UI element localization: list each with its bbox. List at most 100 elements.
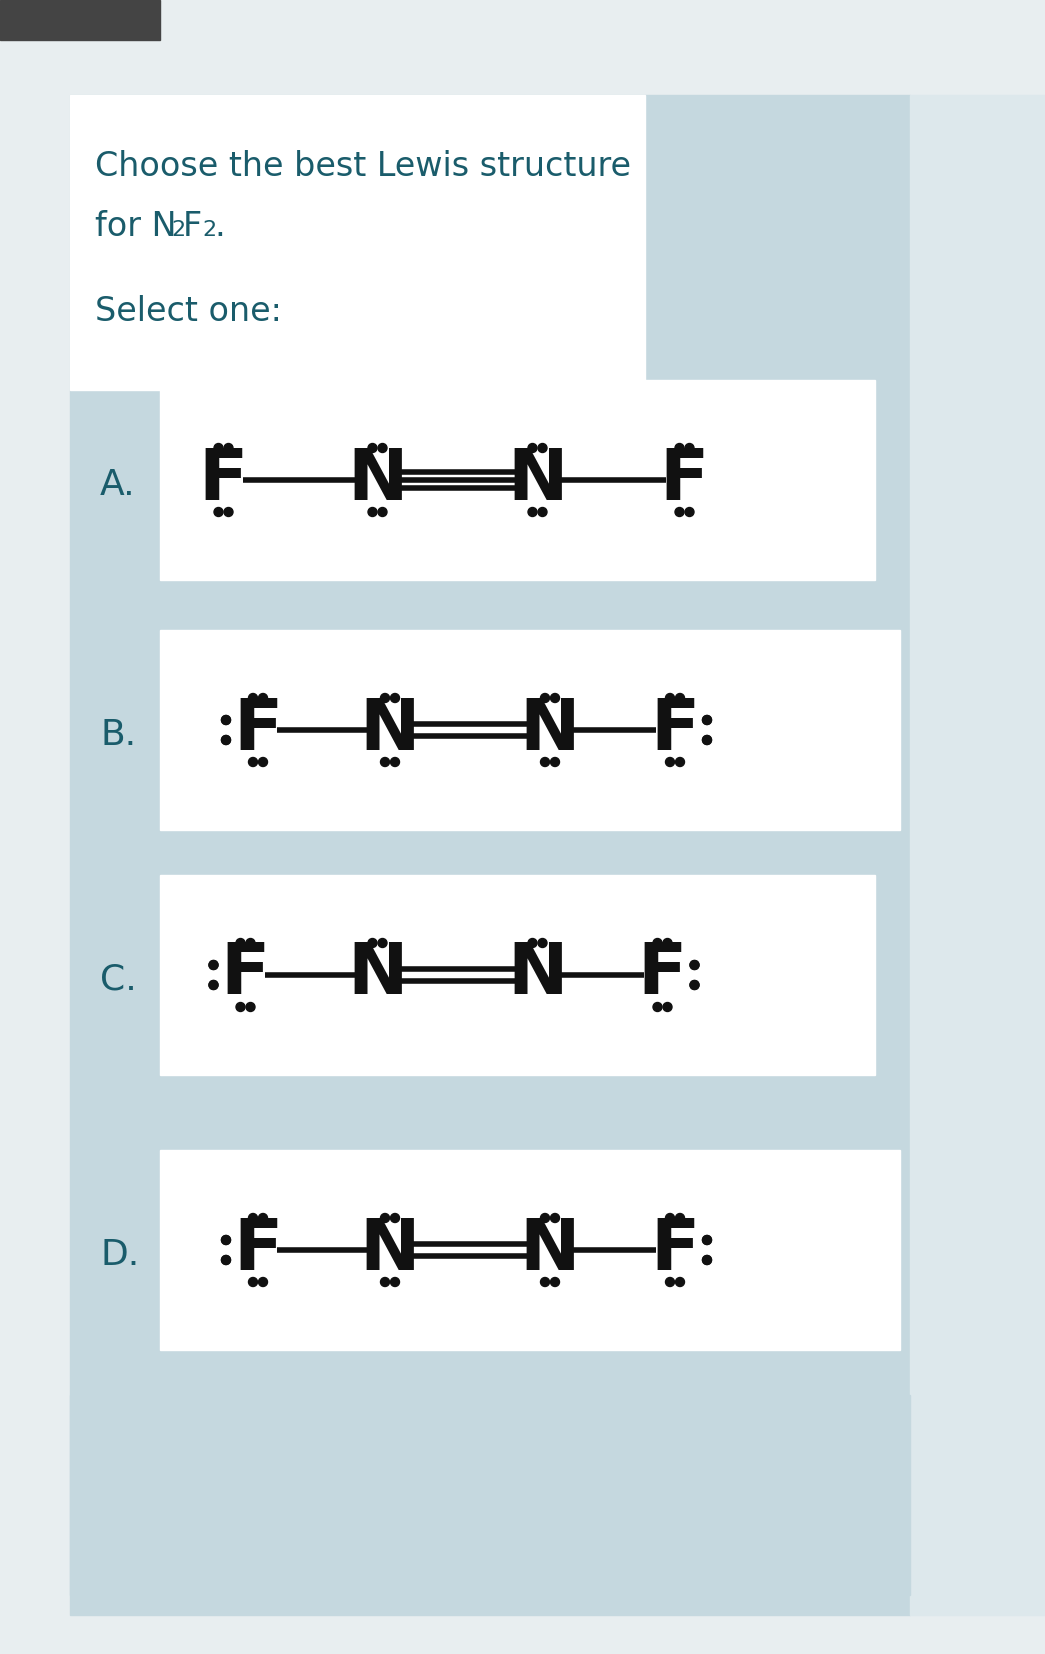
Circle shape — [236, 1002, 245, 1012]
Circle shape — [249, 693, 257, 703]
Circle shape — [702, 1236, 712, 1244]
Text: F: F — [183, 210, 203, 243]
Circle shape — [224, 443, 233, 453]
Circle shape — [702, 1255, 712, 1265]
Text: F: F — [233, 1216, 283, 1285]
Circle shape — [222, 1236, 231, 1244]
Circle shape — [222, 736, 231, 744]
Bar — [160, 380, 875, 581]
Circle shape — [222, 716, 231, 724]
Bar — [910, 94, 1045, 1614]
Circle shape — [214, 508, 223, 516]
Circle shape — [538, 938, 547, 948]
Circle shape — [690, 981, 699, 989]
Circle shape — [246, 1002, 255, 1012]
Circle shape — [528, 443, 537, 453]
Circle shape — [368, 938, 377, 948]
Circle shape — [368, 508, 377, 516]
Text: F: F — [199, 445, 249, 514]
Circle shape — [380, 693, 390, 703]
Circle shape — [686, 508, 694, 516]
Circle shape — [653, 1002, 661, 1012]
Circle shape — [675, 1277, 684, 1287]
Circle shape — [540, 693, 550, 703]
Circle shape — [702, 1255, 712, 1265]
Circle shape — [258, 1214, 268, 1222]
Bar — [160, 875, 875, 1075]
Circle shape — [368, 443, 377, 453]
Bar — [70, 1394, 910, 1594]
Circle shape — [686, 443, 694, 453]
Text: for N: for N — [95, 210, 177, 243]
Circle shape — [702, 1236, 712, 1244]
Text: F: F — [220, 941, 271, 1009]
Text: N: N — [507, 445, 567, 514]
Text: F: F — [233, 695, 283, 764]
Circle shape — [222, 1236, 231, 1244]
Circle shape — [666, 1277, 674, 1287]
Circle shape — [675, 443, 684, 453]
Circle shape — [249, 1277, 257, 1287]
Circle shape — [675, 1214, 684, 1222]
Circle shape — [551, 758, 559, 766]
Circle shape — [675, 508, 684, 516]
Circle shape — [258, 693, 268, 703]
Circle shape — [246, 938, 255, 948]
Circle shape — [528, 508, 537, 516]
Circle shape — [380, 1214, 390, 1222]
Circle shape — [209, 961, 218, 969]
Circle shape — [666, 1214, 674, 1222]
Bar — [70, 94, 645, 390]
Text: D.: D. — [100, 1237, 139, 1272]
Bar — [70, 94, 910, 1614]
Circle shape — [540, 758, 550, 766]
Circle shape — [391, 1277, 399, 1287]
Circle shape — [540, 1277, 550, 1287]
Circle shape — [702, 736, 712, 744]
Text: N: N — [359, 1216, 420, 1285]
Text: 2: 2 — [171, 220, 185, 240]
Circle shape — [378, 443, 387, 453]
Circle shape — [675, 693, 684, 703]
Text: A.: A. — [100, 468, 136, 503]
Circle shape — [378, 938, 387, 948]
Circle shape — [378, 508, 387, 516]
Bar — [160, 630, 900, 830]
Bar — [160, 1150, 900, 1350]
Circle shape — [666, 758, 674, 766]
Text: 2: 2 — [202, 220, 216, 240]
Circle shape — [702, 736, 712, 744]
Circle shape — [209, 981, 218, 989]
Circle shape — [690, 961, 699, 969]
Bar — [0, 0, 160, 40]
Circle shape — [702, 716, 712, 724]
Circle shape — [551, 1214, 559, 1222]
Text: F: F — [637, 941, 688, 1009]
Text: F: F — [650, 1216, 700, 1285]
Circle shape — [222, 716, 231, 724]
Text: N: N — [347, 445, 408, 514]
Circle shape — [666, 693, 674, 703]
Circle shape — [249, 758, 257, 766]
Circle shape — [249, 1214, 257, 1222]
Circle shape — [380, 758, 390, 766]
Text: C.: C. — [100, 963, 137, 997]
Circle shape — [380, 1277, 390, 1287]
Text: .: . — [214, 210, 225, 243]
Circle shape — [391, 758, 399, 766]
Circle shape — [690, 961, 699, 969]
Circle shape — [551, 1277, 559, 1287]
Circle shape — [690, 981, 699, 989]
Circle shape — [209, 961, 218, 969]
Circle shape — [663, 1002, 672, 1012]
Text: N: N — [347, 941, 408, 1009]
Circle shape — [391, 693, 399, 703]
Text: N: N — [519, 1216, 580, 1285]
Circle shape — [551, 693, 559, 703]
Text: F: F — [659, 445, 710, 514]
Circle shape — [391, 1214, 399, 1222]
Text: N: N — [359, 695, 420, 764]
Text: Choose the best Lewis structure: Choose the best Lewis structure — [95, 151, 631, 184]
Text: N: N — [507, 941, 567, 1009]
Circle shape — [702, 716, 712, 724]
